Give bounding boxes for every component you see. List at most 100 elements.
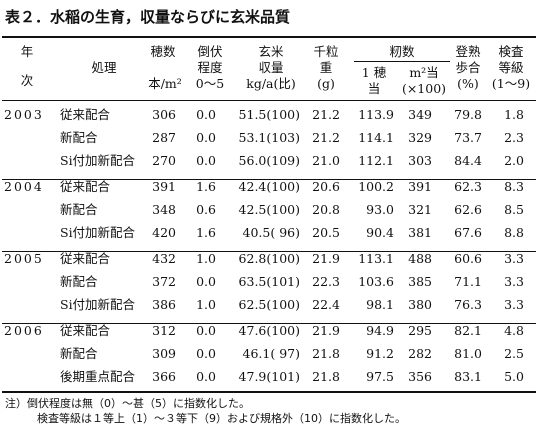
cell-yield: 62.8(100) xyxy=(238,251,300,266)
header-grade-1: 検査 xyxy=(498,44,524,59)
header-year-1: 年 xyxy=(20,44,34,59)
cell-treatment: 従来配合 xyxy=(60,107,111,122)
cell-yield: 53.1(103) xyxy=(238,130,300,145)
cell-yield: 63.5(101) xyxy=(238,274,300,289)
table-title: 表２．水稲の生育，収量ならびに玄米品質 xyxy=(5,8,291,26)
cell-grade: 1.8 xyxy=(504,107,524,122)
cell-yield: 40.5( 96) xyxy=(242,225,300,240)
cell-lodging: 0.0 xyxy=(196,346,216,361)
cell-grade: 8.3 xyxy=(504,179,524,194)
cell-ripening: 71.1 xyxy=(454,274,482,289)
cell-lodging: 0.0 xyxy=(196,153,216,168)
cell-treatment: Si付加新配合 xyxy=(60,297,136,312)
cell-per-m2: 295 xyxy=(408,323,432,338)
header-rule xyxy=(2,100,536,101)
year-label: 2005 xyxy=(4,251,44,266)
cell-ripening: 84.4 xyxy=(454,153,482,168)
cell-treatment: 新配合 xyxy=(60,274,98,289)
cell-lodging: 0.0 xyxy=(196,130,216,145)
header-treatment: 処理 xyxy=(91,60,117,75)
group-divider xyxy=(2,251,536,252)
header-per-m2-2: (×100) xyxy=(401,81,447,96)
cell-per-m2: 381 xyxy=(408,225,432,240)
cell-yield: 47.9(101) xyxy=(238,369,300,384)
cell-treatment: 従来配合 xyxy=(60,179,111,194)
cell-yield: 42.4(100) xyxy=(238,179,300,194)
cell-lodging: 1.0 xyxy=(196,297,216,312)
header-grain-weight-1: 千粒 xyxy=(313,44,339,59)
header-grain-weight-2: 重 xyxy=(319,60,333,75)
header-ripening-3: (%) xyxy=(457,76,479,91)
cell-treatment: Si付加新配合 xyxy=(60,225,136,240)
header-panicles-2: 本/m² xyxy=(148,76,182,91)
cell-panicles: 391 xyxy=(152,179,176,194)
cell-lodging: 0.0 xyxy=(196,323,216,338)
cell-lodging: 1.6 xyxy=(196,179,216,194)
cell-treatment: 従来配合 xyxy=(60,251,111,266)
cell-grain-weight: 22.4 xyxy=(312,297,340,312)
header-ripening-2: 歩合 xyxy=(455,60,481,75)
cell-panicles: 386 xyxy=(152,297,176,312)
cell-yield: 51.5(100) xyxy=(238,107,300,122)
cell-ripening: 62.6 xyxy=(454,202,482,217)
cell-per-m2: 329 xyxy=(408,130,432,145)
cell-panicles: 270 xyxy=(152,153,176,168)
cell-panicles: 306 xyxy=(152,107,176,122)
cell-yield: 42.5(100) xyxy=(238,202,300,217)
cell-per-panicle: 97.5 xyxy=(366,369,394,384)
spikelets-rule xyxy=(354,61,450,62)
cell-per-panicle: 94.9 xyxy=(366,323,394,338)
group-divider xyxy=(2,179,536,180)
cell-grain-weight: 21.2 xyxy=(312,107,340,122)
cell-grade: 3.3 xyxy=(504,251,524,266)
cell-yield: 56.0(109) xyxy=(238,153,300,168)
year-label: 2003 xyxy=(4,107,44,122)
cell-lodging: 1.6 xyxy=(196,225,216,240)
cell-treatment: 後期重点配合 xyxy=(60,369,136,384)
cell-ripening: 82.1 xyxy=(454,323,482,338)
cell-treatment: 新配合 xyxy=(60,346,98,361)
header-spikelets: 籾数 xyxy=(389,44,415,59)
cell-panicles: 287 xyxy=(152,130,176,145)
cell-panicles: 420 xyxy=(152,225,176,240)
cell-per-m2: 282 xyxy=(408,346,432,361)
cell-per-panicle: 113.1 xyxy=(358,251,394,266)
cell-grain-weight: 20.8 xyxy=(312,202,340,217)
cell-ripening: 76.3 xyxy=(454,297,482,312)
cell-ripening: 79.8 xyxy=(454,107,482,122)
cell-grain-weight: 21.8 xyxy=(312,346,340,361)
cell-panicles: 348 xyxy=(152,202,176,217)
header-brown-rice-2: 収量 xyxy=(258,60,284,75)
cell-per-panicle: 113.9 xyxy=(358,107,394,122)
header-ripening-1: 登熟 xyxy=(455,44,481,59)
cell-grade: 2.3 xyxy=(504,130,524,145)
cell-per-panicle: 90.4 xyxy=(366,225,394,240)
cell-grade: 4.8 xyxy=(504,323,524,338)
cell-per-m2: 321 xyxy=(408,202,432,217)
cell-panicles: 366 xyxy=(152,369,176,384)
header-lodging-1: 倒伏 xyxy=(197,44,223,59)
cell-per-panicle: 114.1 xyxy=(358,130,394,145)
cell-lodging: 0.0 xyxy=(196,369,216,384)
cell-grade: 2.0 xyxy=(504,153,524,168)
cell-grain-weight: 21.9 xyxy=(312,323,340,338)
cell-per-m2: 349 xyxy=(408,107,432,122)
year-label: 2006 xyxy=(4,323,44,338)
cell-grade: 2.5 xyxy=(504,346,524,361)
cell-yield: 46.1( 97) xyxy=(242,346,300,361)
header-grade-3: (1～9) xyxy=(491,76,531,91)
cell-yield: 47.6(100) xyxy=(238,323,300,338)
header-grade-2: 等級 xyxy=(498,60,524,75)
header-lodging-3: 0～5 xyxy=(195,76,225,91)
cell-grain-weight: 21.8 xyxy=(312,369,340,384)
cell-per-m2: 385 xyxy=(408,274,432,289)
cell-panicles: 312 xyxy=(152,323,176,338)
group-divider xyxy=(2,323,536,324)
cell-per-panicle: 103.6 xyxy=(358,274,394,289)
top-rule xyxy=(2,36,536,38)
cell-per-m2: 303 xyxy=(408,153,432,168)
cell-treatment: 新配合 xyxy=(60,130,98,145)
cell-per-panicle: 112.1 xyxy=(358,153,394,168)
header-per-m2-1: m²当 xyxy=(409,65,439,80)
note-line-2: 検査等級は１等上（1）～３等下（9）および規格外（10）に指数化した。 xyxy=(37,412,406,425)
